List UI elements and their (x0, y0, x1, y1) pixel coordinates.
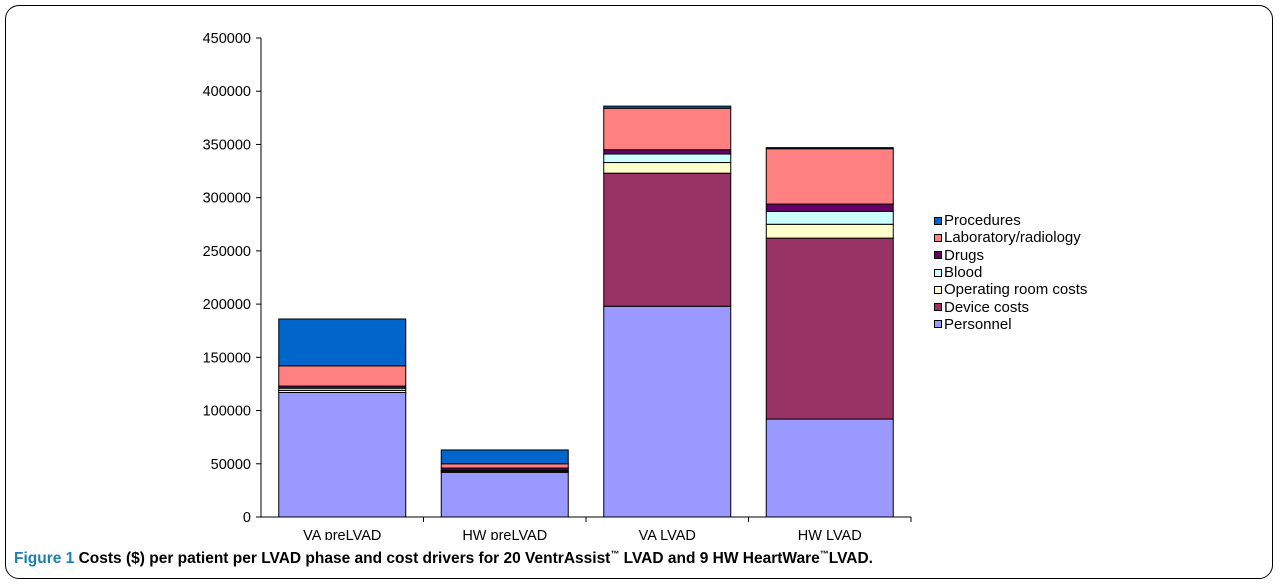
y-tick-label: 250000 (203, 244, 251, 260)
legend-swatch (934, 286, 942, 294)
bar-segment (279, 392, 406, 517)
y-tick-label: 300000 (203, 191, 251, 207)
bar-segment (604, 154, 731, 163)
y-tick-label: 150000 (203, 350, 251, 366)
y-tick-label: 100000 (203, 404, 251, 420)
bar-segment (441, 472, 568, 517)
legend-label: Drugs (944, 247, 984, 264)
legend-swatch (934, 217, 942, 225)
legend-swatch (934, 320, 942, 328)
y-tick-label: 450000 (203, 31, 251, 47)
legend-label: Operating room costs (944, 281, 1087, 298)
bar-segment (766, 224, 893, 238)
bar-segment (441, 450, 568, 464)
legend-item: Procedures (934, 212, 1087, 229)
x-tick-label: VA LVAD (639, 528, 696, 540)
legend-item: Drugs (934, 247, 1087, 264)
legend-swatch (934, 269, 942, 277)
bar-segment (766, 204, 893, 211)
bar-segment (441, 464, 568, 468)
bar-segment (604, 173, 731, 306)
legend-swatch (934, 234, 942, 242)
y-tick-label: 350000 (203, 137, 251, 153)
legend-item: Operating room costs (934, 281, 1087, 298)
figure-caption: Figure 1 Costs ($) per patient per LVAD … (14, 549, 873, 568)
bar-segment (766, 238, 893, 419)
bar-segment (604, 150, 731, 154)
legend-swatch (934, 303, 942, 311)
bar-segment (279, 319, 406, 366)
x-tick-label: VA preLVAD (303, 528, 381, 540)
legend-swatch (934, 251, 942, 259)
bar-segment (766, 149, 893, 204)
legend-item: Device costs (934, 298, 1087, 315)
bar-segment (604, 306, 731, 517)
y-tick-label: 0 (243, 510, 251, 526)
bar-segment (604, 108, 731, 150)
bar-segment (766, 212, 893, 225)
legend-item: Personnel (934, 316, 1087, 333)
bar-segment (766, 419, 893, 517)
bar-segment (604, 163, 731, 174)
caption-text: Costs ($) per patient per LVAD phase and… (79, 550, 873, 567)
x-tick-label: HW LVAD (798, 528, 862, 540)
legend-label: Device costs (944, 299, 1029, 316)
y-tick-label: 50000 (211, 457, 251, 473)
y-tick-label: 400000 (203, 84, 251, 100)
legend-label: Procedures (944, 212, 1021, 229)
caption-label: Figure 1 (14, 550, 74, 567)
legend-label: Personnel (944, 316, 1012, 333)
legend-item: Laboratory/radiology (934, 229, 1087, 246)
stacked-bar-chart: 0 50000 100000 150000 200000 250000 300000 3500… (0, 0, 1282, 540)
x-tick-label: HW preLVAD (462, 528, 547, 540)
legend-label: Blood (944, 264, 982, 281)
chart-legend: Procedures Laboratory/radiology Drugs Blood… (934, 212, 1087, 333)
y-tick-label: 200000 (203, 297, 251, 313)
legend-label: Laboratory/radiology (944, 229, 1081, 246)
legend-item: Blood (934, 264, 1087, 281)
bar-segment (604, 106, 731, 108)
bar-segment (766, 148, 893, 149)
bar-segment (279, 366, 406, 386)
